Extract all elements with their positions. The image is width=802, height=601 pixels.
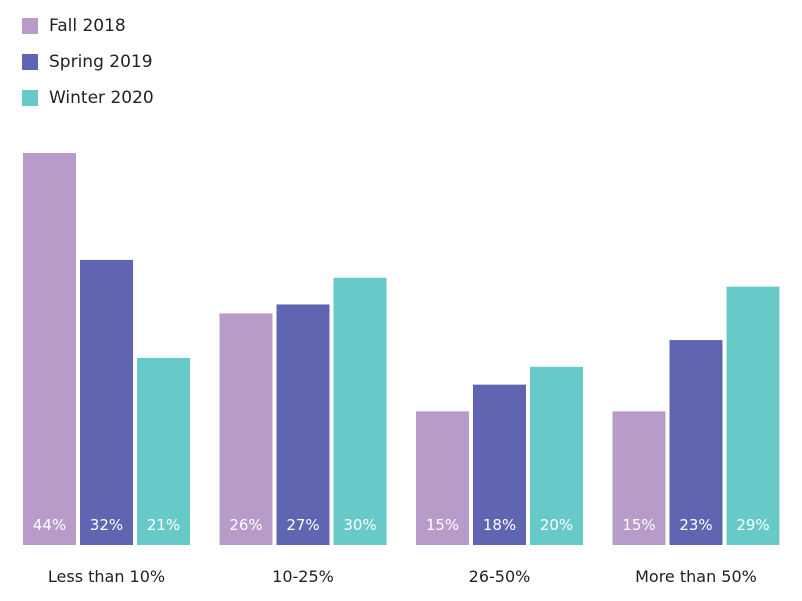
category-label-26-50: 26-50% [469, 567, 531, 586]
data-label-fall-2018-less-than-10: 44% [33, 516, 66, 534]
bar-winter-2020-26-50 [530, 366, 583, 545]
data-label-winter-2020-10-25: 30% [343, 516, 376, 534]
legend-label-winter-2020: Winter 2020 [49, 88, 154, 108]
legend-label-spring-2019: Spring 2019 [49, 52, 153, 72]
bar-fall-2018-more-than-50 [612, 411, 666, 545]
bar-spring-2019-10-25 [276, 304, 330, 545]
legend-swatch-winter-2020 [22, 90, 38, 106]
data-label-winter-2020-more-than-50: 29% [736, 516, 769, 534]
legend-item-spring-2019: Spring 2019 [22, 52, 154, 72]
data-label-spring-2019-10-25: 27% [286, 516, 319, 534]
bar-fall-2018-less-than-10 [23, 153, 76, 545]
data-label-spring-2019-less-than-10: 32% [90, 516, 123, 534]
bar-spring-2019-26-50 [473, 384, 526, 545]
data-label-winter-2020-26-50: 20% [540, 516, 573, 534]
bar-winter-2020-less-than-10 [137, 357, 190, 545]
bar-spring-2019-less-than-10 [80, 259, 133, 545]
data-label-spring-2019-26-50: 18% [483, 516, 516, 534]
bar-winter-2020-10-25 [333, 277, 387, 545]
data-label-winter-2020-less-than-10: 21% [147, 516, 180, 534]
data-label-fall-2018-10-25: 26% [229, 516, 262, 534]
legend: Fall 2018 Spring 2019 Winter 2020 [22, 16, 154, 124]
category-label-less-than-10: Less than 10% [48, 567, 165, 586]
category-label-more-than-50: More than 50% [635, 567, 757, 586]
bar-spring-2019-more-than-50 [669, 340, 723, 545]
data-label-fall-2018-26-50: 15% [426, 516, 459, 534]
legend-item-fall-2018: Fall 2018 [22, 16, 154, 36]
legend-swatch-spring-2019 [22, 54, 38, 70]
bar-fall-2018-10-25 [219, 313, 273, 545]
bar-fall-2018-26-50 [416, 411, 469, 545]
legend-label-fall-2018: Fall 2018 [49, 16, 126, 36]
legend-item-winter-2020: Winter 2020 [22, 88, 154, 108]
category-label-10-25: 10-25% [272, 567, 334, 586]
data-label-fall-2018-more-than-50: 15% [622, 516, 655, 534]
bar-winter-2020-more-than-50 [726, 286, 780, 545]
data-label-spring-2019-more-than-50: 23% [679, 516, 712, 534]
legend-swatch-fall-2018 [22, 18, 38, 34]
